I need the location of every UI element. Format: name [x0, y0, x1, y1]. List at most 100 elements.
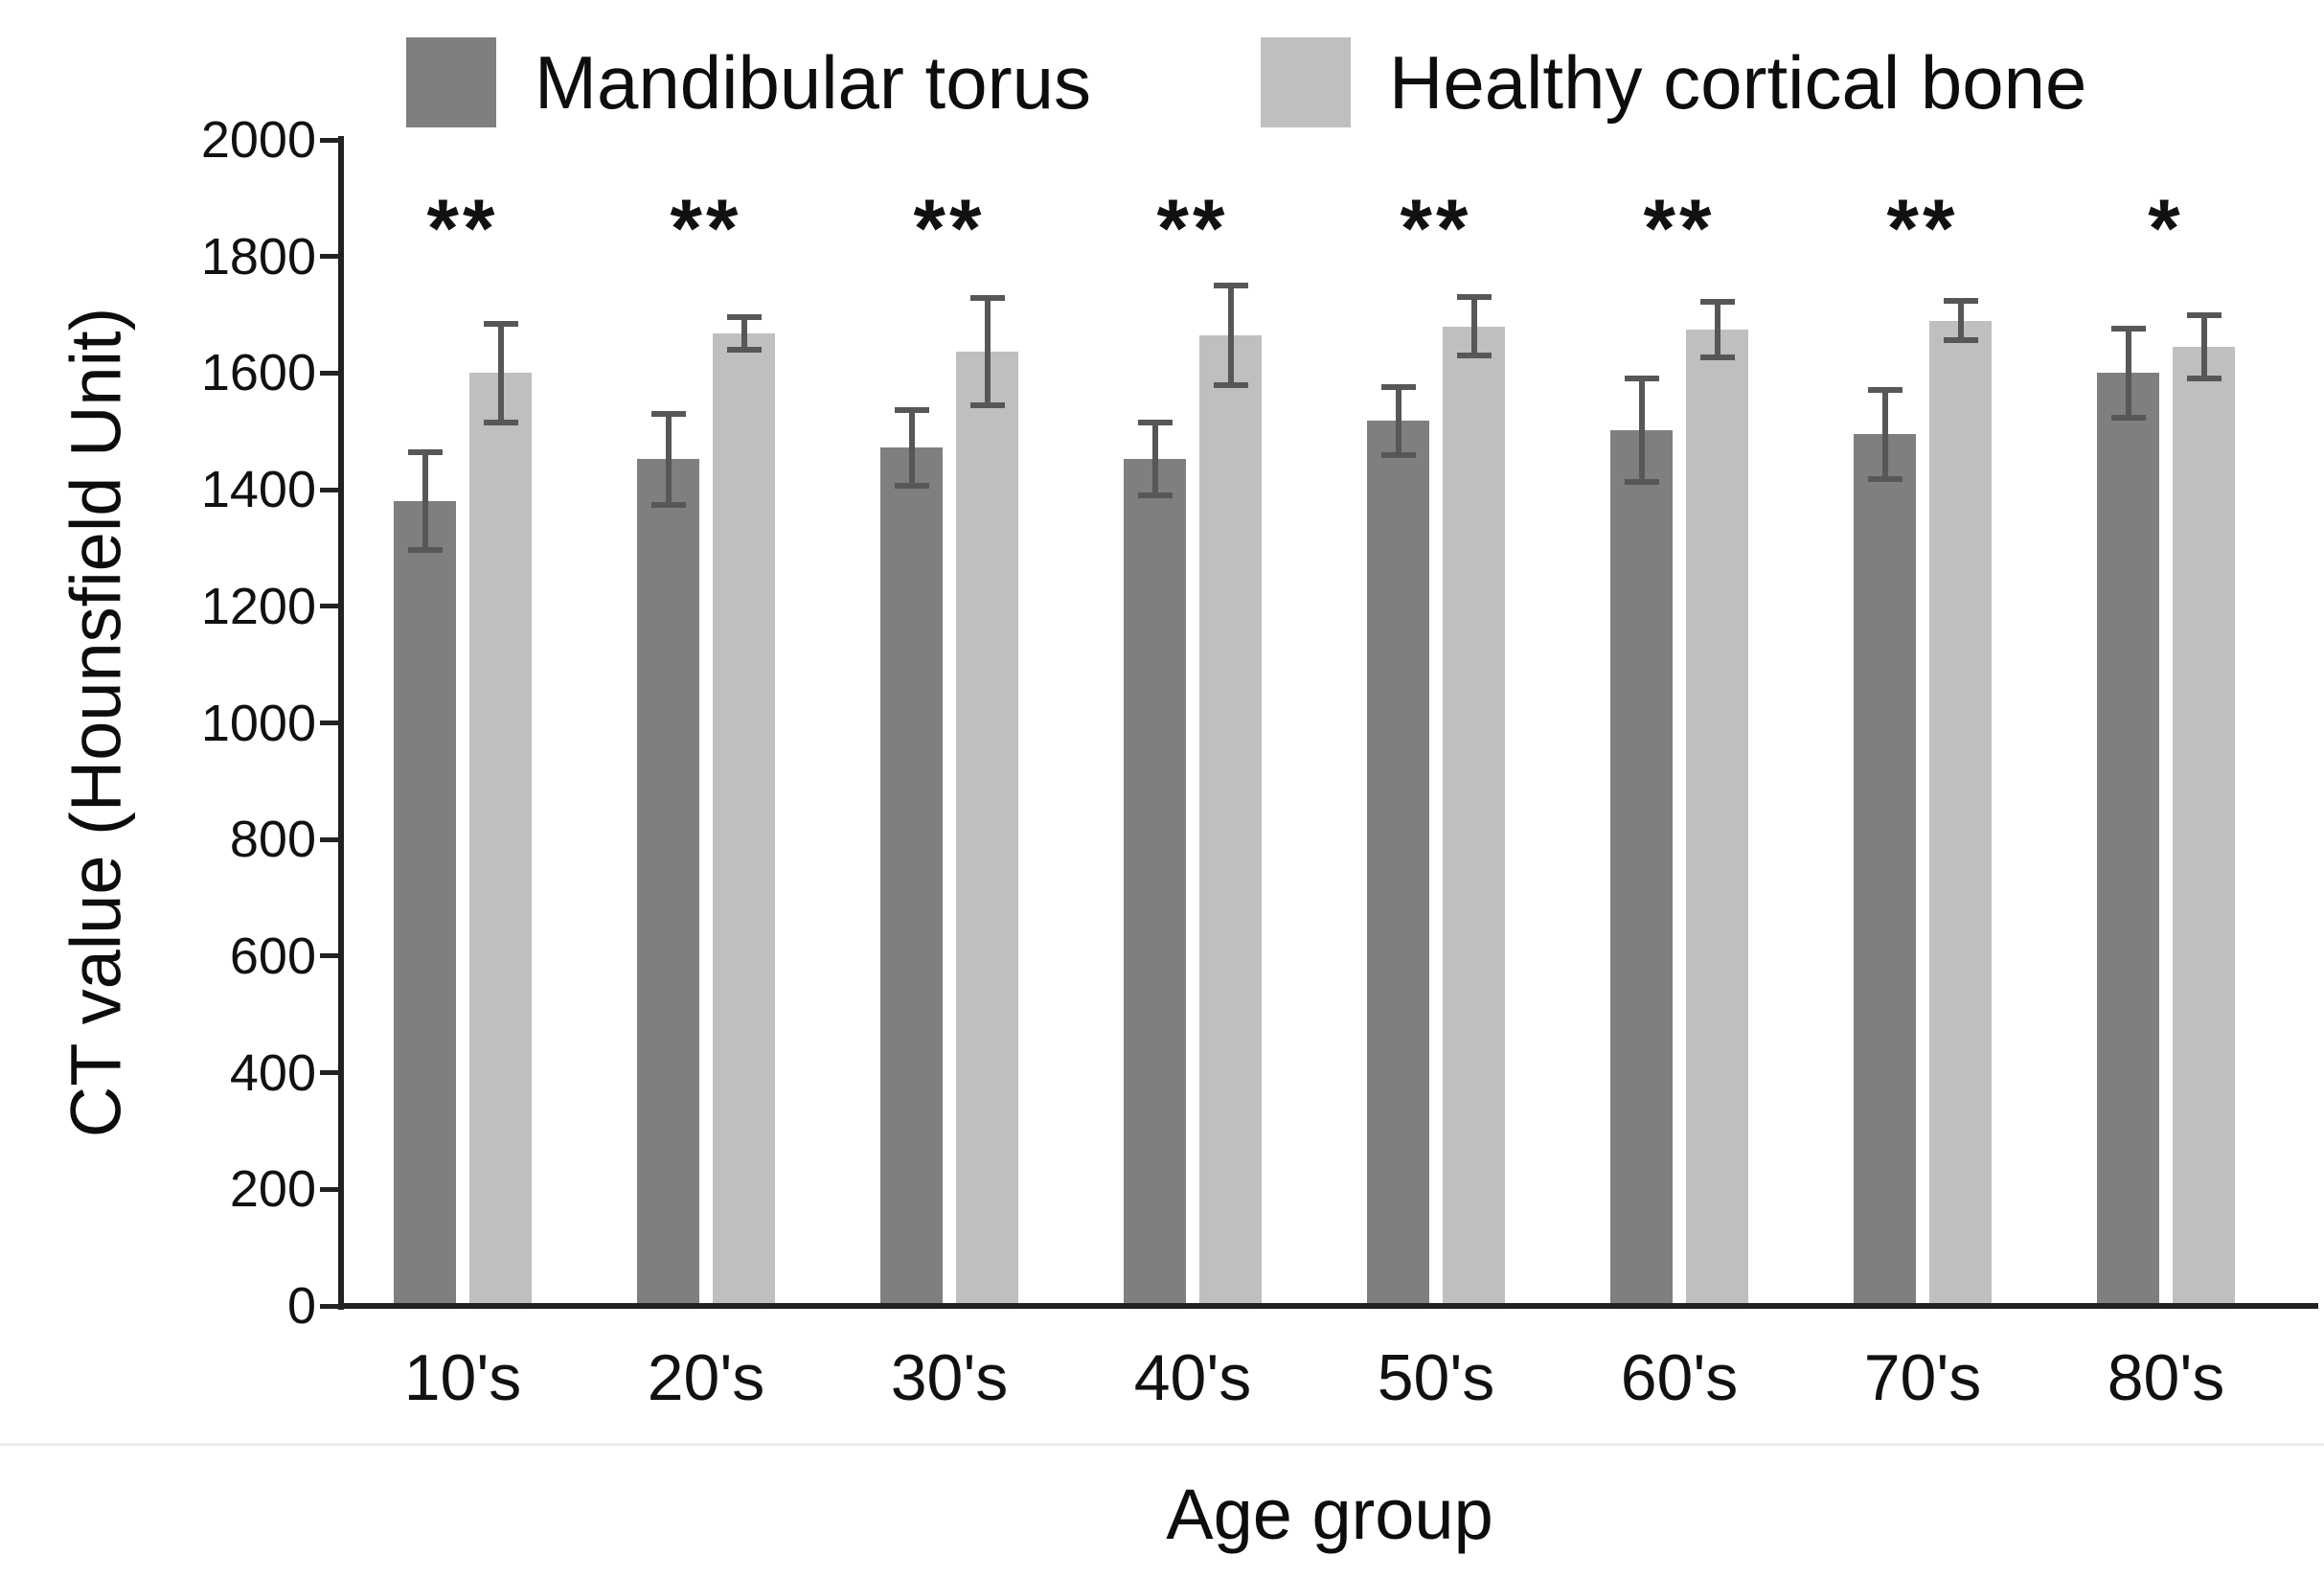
- error-bar-cap-top: [1456, 294, 1492, 301]
- error-bar-cap-top: [969, 294, 1005, 301]
- y-tick-label: 1200: [200, 577, 316, 635]
- bar-healthy-cortical-bone-60's: [1686, 329, 1748, 1306]
- error-bar-cap-bottom: [894, 482, 929, 489]
- error-bar-line: [1881, 390, 1888, 479]
- legend-swatch-healthy-cortical-bone: [1261, 37, 1351, 127]
- error-bar-line: [908, 409, 915, 486]
- bar-mandibular-torus-30's: [880, 447, 943, 1306]
- error-bar-cap-top: [726, 313, 762, 320]
- bar-healthy-cortical-bone-10's: [469, 373, 532, 1306]
- bar-healthy-cortical-bone-30's: [956, 351, 1018, 1306]
- y-axis-tick: [320, 721, 341, 725]
- y-tick-label: 200: [229, 1160, 316, 1219]
- error-bar-cap-top: [1137, 419, 1173, 425]
- error-bar-line: [422, 452, 428, 551]
- error-bar-cap-bottom: [650, 501, 686, 508]
- error-bar-line: [2200, 314, 2207, 379]
- error-bar-cap-bottom: [407, 547, 443, 554]
- error-bar-line: [497, 324, 504, 423]
- y-tick-label: 600: [229, 927, 316, 985]
- error-bar-line: [1470, 297, 1477, 356]
- error-bar-line: [1395, 387, 1401, 455]
- bar-mandibular-torus-10's: [394, 501, 456, 1306]
- divider-rule: [0, 1443, 2324, 1446]
- y-axis-tick: [320, 953, 341, 959]
- error-bar-cap-bottom: [1943, 337, 1978, 344]
- error-bar-cap-bottom: [1867, 475, 1902, 482]
- significance-marker-40's: **: [1156, 183, 1229, 275]
- error-bar-cap-top: [1213, 282, 1248, 288]
- error-bar-cap-top: [407, 449, 443, 456]
- bar-healthy-cortical-bone-20's: [713, 333, 775, 1306]
- y-tick-label: 800: [229, 811, 316, 869]
- x-tick-label-20's: 20's: [647, 1341, 765, 1414]
- legend-item-mandibular-torus: Mandibular torus: [406, 36, 1091, 128]
- legend-item-healthy-cortical-bone: Healthy cortical bone: [1261, 36, 2086, 128]
- error-bar-line: [1638, 378, 1645, 483]
- error-bar-cap-bottom: [969, 401, 1005, 408]
- x-axis-line: [338, 1303, 2318, 1309]
- significance-marker-70's: **: [1886, 183, 1959, 275]
- bar-mandibular-torus-40's: [1124, 458, 1186, 1306]
- bar-mandibular-torus-50's: [1367, 421, 1429, 1306]
- significance-marker-60's: **: [1643, 183, 1716, 275]
- error-bar-line: [2125, 329, 2131, 418]
- error-bar-line: [1227, 285, 1234, 386]
- y-axis-line: [338, 136, 344, 1310]
- error-bar-line: [1714, 301, 1720, 357]
- y-tick-label: 1800: [200, 227, 316, 286]
- error-bar-cap-bottom: [1456, 353, 1492, 359]
- x-tick-label-40's: 40's: [1133, 1341, 1252, 1414]
- y-axis-tick: [320, 137, 341, 143]
- error-bar-cap-bottom: [2110, 414, 2146, 421]
- significance-marker-30's: **: [913, 183, 986, 275]
- x-axis-title: Age group: [1166, 1475, 1493, 1554]
- error-bar-line: [740, 316, 747, 351]
- error-bar-line: [1151, 422, 1158, 496]
- significance-marker-50's: **: [1400, 183, 1472, 275]
- error-bar-cap-top: [894, 406, 929, 413]
- x-tick-label-50's: 50's: [1377, 1341, 1495, 1414]
- error-bar-cap-top: [483, 321, 518, 328]
- bar-mandibular-torus-70's: [1854, 434, 1916, 1306]
- bar-healthy-cortical-bone-70's: [1929, 320, 1992, 1306]
- error-bar-cap-bottom: [2186, 376, 2221, 382]
- error-bar-cap-bottom: [1137, 492, 1173, 499]
- error-bar-cap-top: [2110, 326, 2146, 332]
- y-axis-tick: [320, 254, 341, 260]
- legend-label-mandibular-torus: Mandibular torus: [535, 40, 1091, 125]
- error-bar-cap-bottom: [1624, 479, 1659, 486]
- y-axis-tick: [320, 1186, 341, 1192]
- error-bar-cap-top: [1380, 384, 1416, 390]
- bar-mandibular-torus-80's: [2097, 373, 2159, 1306]
- legend-swatch-mandibular-torus: [406, 37, 496, 127]
- error-bar-cap-top: [2186, 311, 2221, 318]
- significance-marker-20's: **: [670, 183, 742, 275]
- error-bar-line: [1957, 300, 1964, 341]
- error-bar-cap-top: [1943, 297, 1978, 304]
- error-bar-cap-top: [1699, 298, 1735, 305]
- y-axis-tick: [320, 604, 341, 609]
- bar-mandibular-torus-20's: [637, 459, 699, 1306]
- y-axis-tick: [320, 1070, 341, 1076]
- legend-label-healthy-cortical-bone: Healthy cortical bone: [1389, 40, 2087, 125]
- error-bar-cap-bottom: [726, 347, 762, 354]
- y-tick-label: 2000: [200, 111, 316, 169]
- y-tick-label: 400: [229, 1043, 316, 1102]
- x-tick-label-80's: 80's: [2107, 1341, 2225, 1414]
- error-bar-line: [984, 297, 991, 405]
- bar-healthy-cortical-bone-40's: [1199, 334, 1262, 1306]
- significance-marker-80's: *: [2148, 183, 2184, 275]
- error-bar-cap-bottom: [1699, 354, 1735, 360]
- y-tick-label: 1000: [200, 694, 316, 752]
- bar-mandibular-torus-60's: [1610, 430, 1673, 1306]
- y-tick-label: 0: [286, 1277, 316, 1335]
- x-tick-label-70's: 70's: [1863, 1341, 1982, 1414]
- x-tick-label-10's: 10's: [403, 1341, 522, 1414]
- y-axis-tick: [320, 1303, 341, 1309]
- x-tick-label-30's: 30's: [890, 1341, 1009, 1414]
- y-axis-tick: [320, 370, 341, 376]
- y-axis-tick: [320, 836, 341, 842]
- significance-marker-10's: **: [426, 183, 499, 275]
